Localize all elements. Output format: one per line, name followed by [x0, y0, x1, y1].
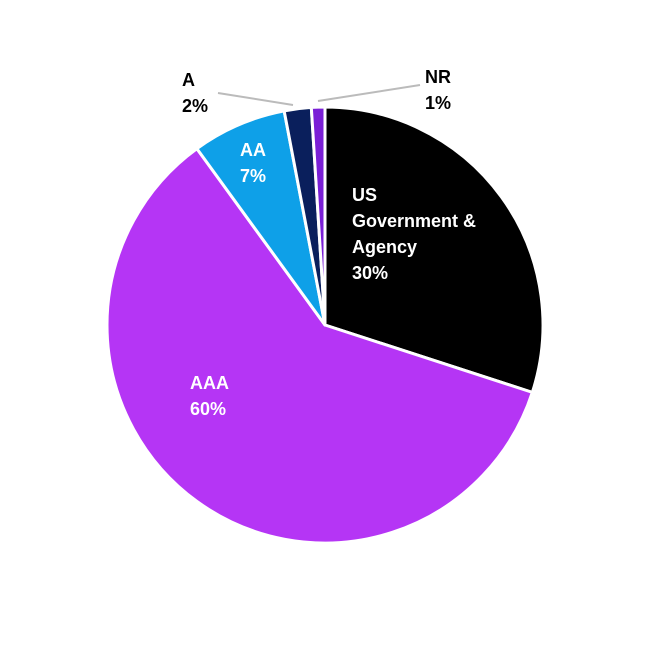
pie-slice — [323, 105, 545, 394]
value-label: 7% — [240, 166, 267, 186]
label-box: A 2% — [182, 67, 242, 119]
leader-line — [317, 84, 421, 102]
slice-label: A 2% — [182, 67, 242, 119]
label-box: NR 1% — [425, 64, 485, 116]
label-box: US Government & Agency 30% — [352, 182, 477, 286]
pie-slice — [105, 147, 534, 545]
leader-line — [217, 92, 294, 106]
value-label: 2% — [182, 96, 209, 116]
label-box: AAA 60% — [190, 370, 290, 422]
value-label: 1% — [425, 93, 452, 113]
slice-label: US Government & Agency 30% — [352, 182, 477, 286]
slice-label: AAA 60% — [190, 370, 290, 422]
category-label: AA — [240, 140, 266, 160]
category-label: AAA — [190, 373, 229, 393]
label-box: AA 7% — [240, 137, 300, 189]
value-label: 30% — [352, 263, 389, 283]
category-label: US Government & Agency — [352, 185, 477, 257]
slice-label: AA 7% — [240, 137, 300, 189]
pie-slice — [309, 105, 327, 327]
category-label: NR — [425, 67, 451, 87]
value-label: 60% — [190, 399, 227, 419]
category-label: A — [182, 70, 195, 90]
slice-label: NR 1% — [425, 64, 485, 116]
